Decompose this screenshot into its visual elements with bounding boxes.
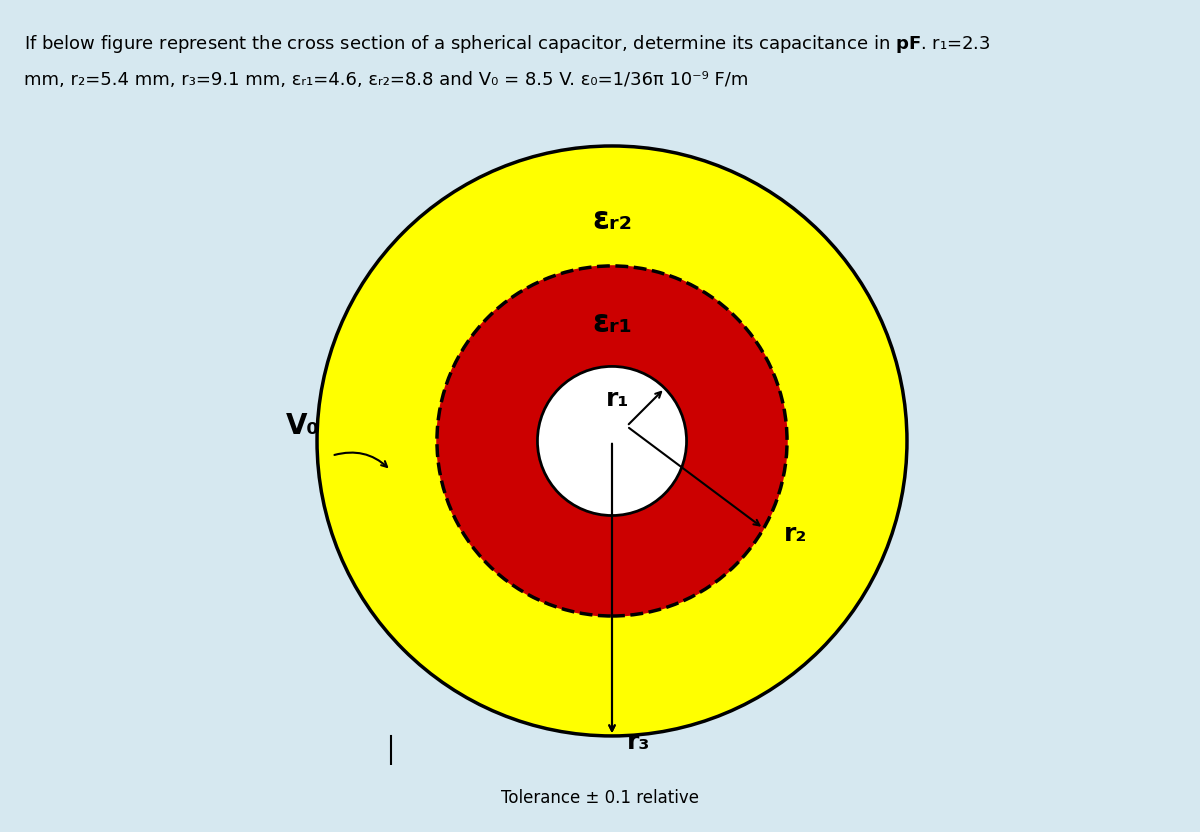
Text: V₀: V₀ xyxy=(286,412,319,440)
Circle shape xyxy=(437,266,787,616)
Text: εᵣ₂: εᵣ₂ xyxy=(592,206,632,235)
Text: r₃: r₃ xyxy=(626,730,650,754)
Text: Tolerance ± 0.1 relative: Tolerance ± 0.1 relative xyxy=(502,789,698,807)
Text: mm, r₂=5.4 mm, r₃=9.1 mm, εᵣ₁=4.6, εᵣ₂=8.8 and V₀ = 8.5 V. ε₀=1/36π 10⁻⁹ F/m: mm, r₂=5.4 mm, r₃=9.1 mm, εᵣ₁=4.6, εᵣ₂=8… xyxy=(24,71,749,89)
Circle shape xyxy=(317,146,907,736)
Text: r₁: r₁ xyxy=(606,388,630,412)
Text: If below figure represent the cross section of a spherical capacitor, determine : If below figure represent the cross sect… xyxy=(24,33,991,55)
Text: r₂: r₂ xyxy=(785,522,808,547)
Text: εᵣ₁: εᵣ₁ xyxy=(592,310,632,339)
Circle shape xyxy=(538,366,686,516)
